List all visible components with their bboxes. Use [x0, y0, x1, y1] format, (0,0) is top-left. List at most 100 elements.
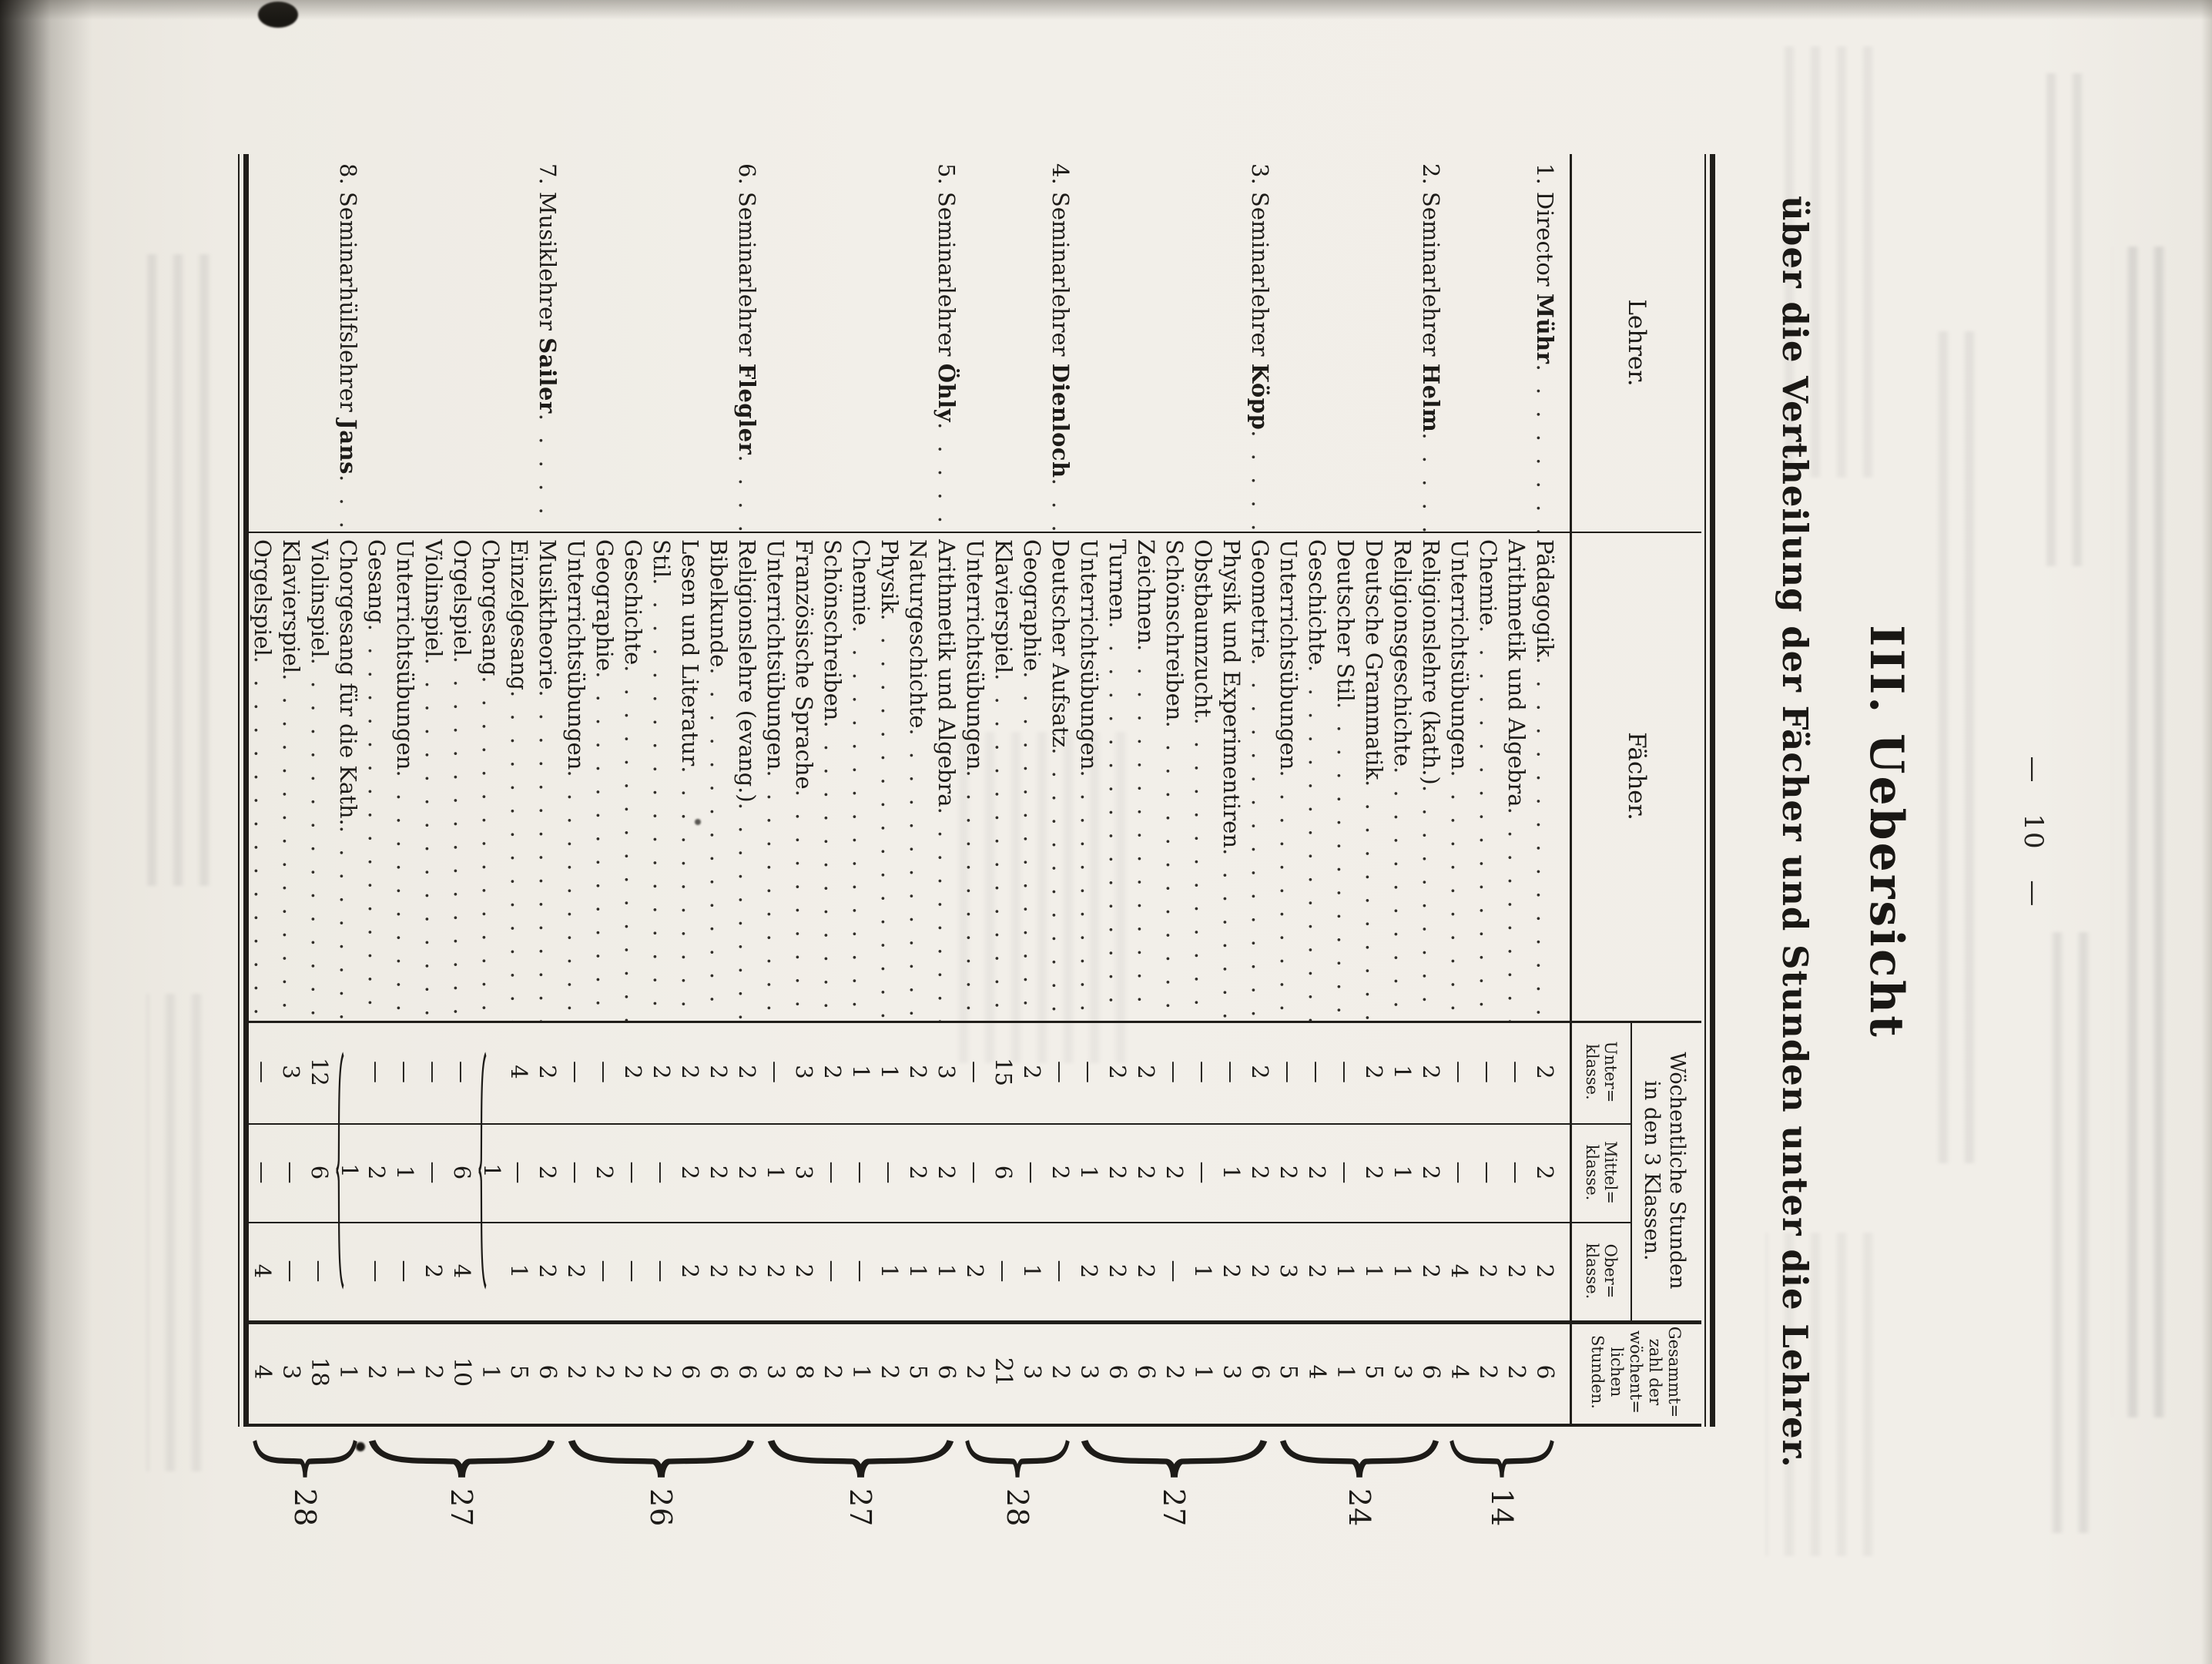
hours-oberklasse: 1 [1332, 1263, 1359, 1279]
hours-unterklasse: — [1275, 1061, 1302, 1083]
dot-leader [732, 455, 761, 532]
hours-unterklasse: 2 [1247, 1065, 1273, 1079]
hours-sum: 1 [334, 1364, 361, 1380]
hours-sum: 4 [249, 1364, 276, 1380]
bleed-through-ghost [2046, 73, 2090, 566]
hours-oberklasse: 4 [250, 1263, 276, 1279]
hours-sum: 2 [876, 1364, 903, 1380]
dot-leader [1245, 430, 1274, 532]
hours-unterklasse: — [250, 1061, 276, 1083]
hours-oberklasse: 2 [1133, 1263, 1159, 1279]
hours-all-classes-braced: 1 [476, 1021, 505, 1320]
hours-oberklasse: 2 [1247, 1263, 1273, 1279]
table-row: Unterrichtsübungen — 2 3 5 [1274, 532, 1302, 1587]
table-row: Unterrichtsübungen — — 2 2 [960, 532, 989, 1587]
hours-oberklasse: 2 [677, 1263, 703, 1279]
subject-cell: Chorgesang [476, 532, 504, 1021]
subject-cell: Schönschreiben [1160, 532, 1188, 1021]
rule-top-thick [1710, 154, 1715, 1427]
hours-mittelklasse: — [620, 1161, 646, 1184]
hours-unterklasse: — [1475, 1061, 1501, 1083]
hours-mittelklasse: 2 [1304, 1165, 1330, 1180]
subject-label: Klavierspiel [990, 539, 1017, 674]
subject-label: Französische Sprache [791, 539, 817, 790]
hours-sum: 6 [705, 1364, 732, 1380]
hours-unterklasse: 1 [848, 1065, 874, 1079]
subject-cell: Orgelspiel [248, 532, 276, 1021]
dot-leader [390, 770, 419, 1021]
teacher-name-prefix: 4. Seminarlehrer [1047, 163, 1074, 357]
subject-label: Physik und Experimentiren [1218, 539, 1245, 849]
hours-sum: 3 [1018, 1364, 1045, 1380]
hours-sum: 3 [1075, 1364, 1102, 1380]
dot-leader [647, 578, 675, 1021]
subject-label: Stil [649, 539, 675, 579]
timetable: Lehrer. Fächer. Wöchentliche Stunden in … [233, 154, 1715, 1587]
hours-mittelklasse: — [848, 1161, 874, 1184]
dot-leader [561, 770, 590, 1021]
table-row: Arithmetik und Algebra 3 2 1 6 [932, 532, 960, 1587]
hours-unterklasse: 2 [819, 1065, 846, 1079]
hours-mittelklasse: 1 [1076, 1165, 1102, 1180]
rule-under-group-header [1631, 1021, 1632, 1320]
hours-unterklasse: 2 [620, 1065, 646, 1079]
table-row: Chorgesang 1 [476, 532, 505, 1587]
hours-sum: 2 [961, 1364, 988, 1380]
underbrace-icon [336, 1052, 344, 1290]
hours-mittelklasse: — [278, 1161, 304, 1184]
table-row: Klavierspiel 3 — — 3 [276, 532, 305, 1587]
table-row: Zeichnen 2 2 2 6 [1131, 532, 1160, 1587]
hours-mittelklasse: 2 [1532, 1165, 1558, 1180]
hours-oberklasse: 1 [876, 1263, 903, 1279]
teacher-blocks: 1. Director Mühr Pädagogik 2 2 2 [248, 154, 1559, 1587]
subject-label: Violinspiel [307, 539, 333, 658]
hours-sum: 6 [676, 1364, 703, 1380]
table-row: Turnen 2 2 2 6 [1103, 532, 1131, 1587]
subject-label: Schönschreiben [1161, 539, 1188, 721]
bleed-through-ghost [1933, 331, 1982, 1163]
hours-mittelklasse: 2 [592, 1165, 618, 1180]
hours-unterklasse: — [592, 1061, 618, 1083]
hours-unterklasse: 2 [905, 1065, 931, 1079]
subject-cell: Unterrichtsübungen [960, 532, 989, 1021]
dot-leader [248, 656, 276, 1021]
teacher-name-prefix: 6. Seminarlehrer [734, 163, 760, 357]
table-row: Geographie — 2 — 2 [590, 532, 618, 1587]
hours-sum: 2 [363, 1364, 390, 1380]
dot-leader [1131, 644, 1160, 1021]
dot-leader [590, 671, 618, 1021]
table-row: Chorgesang für die Kath. 1 [333, 532, 363, 1587]
subject-label: Chemie [1475, 539, 1501, 626]
table-row: Schönschreiben — 2 — 2 [1160, 532, 1188, 1587]
table-row: Physik 1 — 1 2 [875, 532, 903, 1587]
hours-mittelklasse: 2 [1161, 1165, 1188, 1180]
table-row: Violinspiel 12 6 — 18 [305, 532, 333, 1587]
table-row: Orgelspiel — — 4 4 [248, 532, 276, 1587]
ink-speck [356, 1442, 365, 1451]
table-row: Stil 2 — — 2 [647, 532, 675, 1587]
hours-unterklasse: — [962, 1061, 988, 1083]
dot-leader [989, 673, 1017, 1021]
dot-leader [1530, 364, 1559, 532]
hours-oberklasse: 4 [449, 1263, 475, 1279]
teacher-block: 4. Seminarlehrer Dienloch Deutscher Aufs… [960, 154, 1074, 1587]
subject-label: Arithmetik und Algebra [933, 539, 960, 807]
teacher-block: 3. Seminarlehrer Köpp Geometrie 2 2 [1074, 154, 1274, 1587]
table-row: Schönschreiben 2 — — 2 [818, 532, 846, 1587]
hours-sum: 2 [1047, 1364, 1074, 1380]
col-header-unterklasse: Unter= klasse. [1583, 1041, 1620, 1103]
hours-unterklasse: 1 [876, 1065, 903, 1079]
dot-leader [1017, 671, 1046, 1021]
hours-sum: 6 [933, 1364, 960, 1380]
hours-oberklasse: 2 [535, 1263, 561, 1279]
subject-rows: Geometrie 2 2 2 6 Physik und Experimenti… [1074, 532, 1274, 1587]
hours-oberklasse: 2 [1076, 1263, 1102, 1279]
subject-cell: Violinspiel [419, 532, 447, 1021]
weekly-total: 24 [1342, 1488, 1376, 1528]
teacher-name: 8. Seminarhülfslehrer Jans [333, 154, 362, 532]
subject-cell: Deutscher Aufsatz [1046, 532, 1074, 1021]
hours-sum: 6 [733, 1364, 760, 1380]
dot-leader [960, 770, 989, 1021]
hours-unterklasse: — [364, 1061, 390, 1083]
